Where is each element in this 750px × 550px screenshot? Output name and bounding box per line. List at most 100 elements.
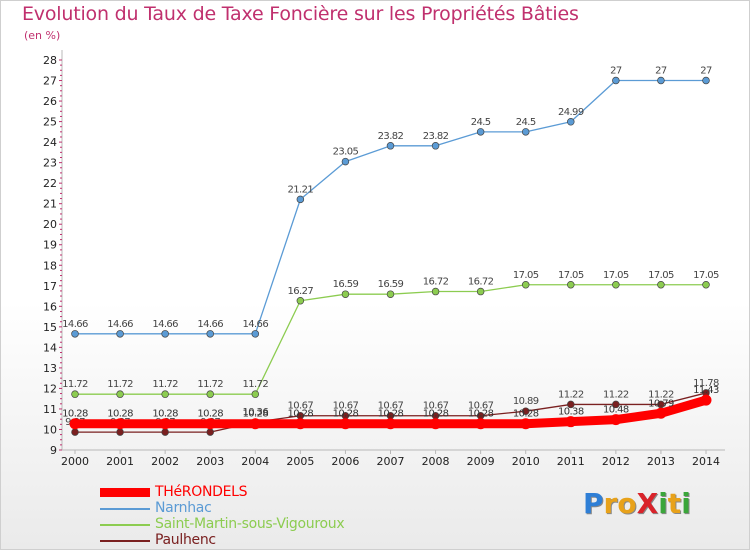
data-point bbox=[567, 281, 575, 289]
data-point bbox=[251, 390, 260, 398]
data-label: 21.21 bbox=[288, 184, 314, 195]
y-tick-label: 19 bbox=[43, 239, 57, 252]
data-label: 10.36 bbox=[242, 407, 268, 418]
data-label: 27 bbox=[655, 66, 667, 77]
data-label: 10.28 bbox=[152, 409, 178, 420]
x-tick-label: 2013 bbox=[647, 455, 675, 468]
data-label: 10.28 bbox=[423, 409, 449, 420]
logo-letter: r bbox=[603, 487, 618, 520]
data-point bbox=[161, 390, 169, 398]
data-point bbox=[657, 76, 665, 85]
x-tick-label: 2003 bbox=[196, 455, 224, 468]
data-point bbox=[341, 157, 350, 166]
data-label: 17.05 bbox=[513, 270, 539, 281]
data-label: 10.38 bbox=[558, 407, 584, 418]
y-tick-label: 14 bbox=[43, 341, 57, 354]
data-point bbox=[341, 290, 350, 298]
data-label: 11.72 bbox=[242, 379, 268, 390]
data-point bbox=[431, 287, 440, 296]
y-tick-label: 12 bbox=[43, 382, 57, 395]
data-point bbox=[206, 428, 214, 436]
data-point bbox=[612, 281, 620, 289]
y-tick-label: 10 bbox=[43, 423, 57, 436]
data-point bbox=[385, 418, 396, 430]
logo-letter: P bbox=[583, 487, 604, 520]
data-label: 10.28 bbox=[197, 409, 223, 420]
data-label: 10.28 bbox=[62, 409, 88, 420]
data-label: 17.05 bbox=[558, 270, 584, 281]
logo-letter: i bbox=[658, 487, 668, 520]
data-label: 23.82 bbox=[423, 131, 449, 142]
data-label: 10.28 bbox=[242, 409, 268, 420]
x-tick-label: 2001 bbox=[106, 455, 134, 468]
data-point bbox=[161, 330, 169, 338]
data-label: 23.05 bbox=[333, 147, 359, 158]
y-tick-label: 15 bbox=[43, 321, 57, 334]
y-tick-label: 18 bbox=[43, 259, 57, 272]
data-point bbox=[116, 330, 124, 338]
data-point bbox=[476, 287, 485, 296]
logo-letter: i bbox=[681, 487, 691, 520]
data-point bbox=[386, 142, 395, 150]
data-label: 11.72 bbox=[107, 379, 133, 390]
data-label: 10.79 bbox=[648, 398, 674, 409]
data-point bbox=[612, 400, 620, 409]
data-label: 10.28 bbox=[333, 409, 359, 420]
data-label: 14.66 bbox=[107, 319, 133, 330]
y-tick-label: 26 bbox=[43, 95, 57, 108]
data-label: 10.28 bbox=[378, 409, 404, 420]
x-tick-label: 2000 bbox=[61, 455, 89, 468]
data-point bbox=[567, 400, 575, 409]
data-label: 14.66 bbox=[152, 319, 178, 330]
data-label: 23.82 bbox=[378, 131, 404, 142]
data-point bbox=[700, 394, 712, 406]
logo-letter: t bbox=[667, 487, 682, 520]
proxiti-logo: ProXiti bbox=[583, 487, 691, 520]
x-tick-label: 2014 bbox=[692, 455, 720, 468]
data-label: 11.72 bbox=[152, 379, 178, 390]
data-label: 11.22 bbox=[558, 389, 584, 400]
chart-title: Evolution du Taux de Taxe Foncière sur l… bbox=[22, 3, 579, 25]
y-tick-label: 11 bbox=[43, 403, 57, 416]
data-point bbox=[116, 390, 124, 398]
legend-swatch bbox=[100, 540, 150, 542]
data-point bbox=[430, 418, 442, 430]
y-tick-label: 17 bbox=[43, 280, 57, 293]
data-point bbox=[161, 428, 169, 436]
x-tick-label: 2012 bbox=[602, 455, 630, 468]
data-label: 16.72 bbox=[423, 277, 449, 288]
data-point bbox=[521, 281, 530, 289]
y-tick-label: 20 bbox=[43, 218, 57, 231]
x-tick-label: 2008 bbox=[422, 455, 450, 468]
data-point bbox=[71, 390, 79, 398]
x-tick-label: 2010 bbox=[512, 455, 540, 468]
data-label: 24.99 bbox=[558, 107, 584, 118]
data-point bbox=[116, 428, 124, 436]
y-tick-label: 22 bbox=[43, 177, 57, 190]
data-label: 10.89 bbox=[513, 396, 539, 407]
y-tick-label: 27 bbox=[43, 75, 57, 88]
data-point bbox=[520, 418, 532, 430]
y-tick-label: 28 bbox=[43, 54, 57, 67]
data-point bbox=[521, 407, 530, 415]
data-point bbox=[476, 128, 485, 136]
series-line bbox=[74, 284, 707, 395]
data-point bbox=[249, 418, 261, 430]
data-point bbox=[431, 142, 440, 150]
data-point bbox=[567, 118, 575, 126]
data-label: 11.78 bbox=[693, 378, 719, 389]
data-point bbox=[159, 418, 171, 430]
y-tick-label: 13 bbox=[43, 362, 57, 375]
data-label: 11.72 bbox=[62, 379, 88, 390]
data-label: 24.5 bbox=[516, 117, 536, 128]
data-point bbox=[294, 418, 306, 430]
data-label: 11.22 bbox=[603, 389, 629, 400]
data-label: 11.22 bbox=[648, 389, 674, 400]
data-label: 17.05 bbox=[648, 270, 674, 281]
data-label: 10.67 bbox=[288, 401, 314, 412]
data-label: 27 bbox=[700, 66, 712, 77]
data-label: 10.48 bbox=[603, 405, 629, 416]
data-point bbox=[612, 76, 620, 85]
data-point bbox=[655, 407, 667, 419]
data-label: 10.67 bbox=[378, 401, 404, 412]
